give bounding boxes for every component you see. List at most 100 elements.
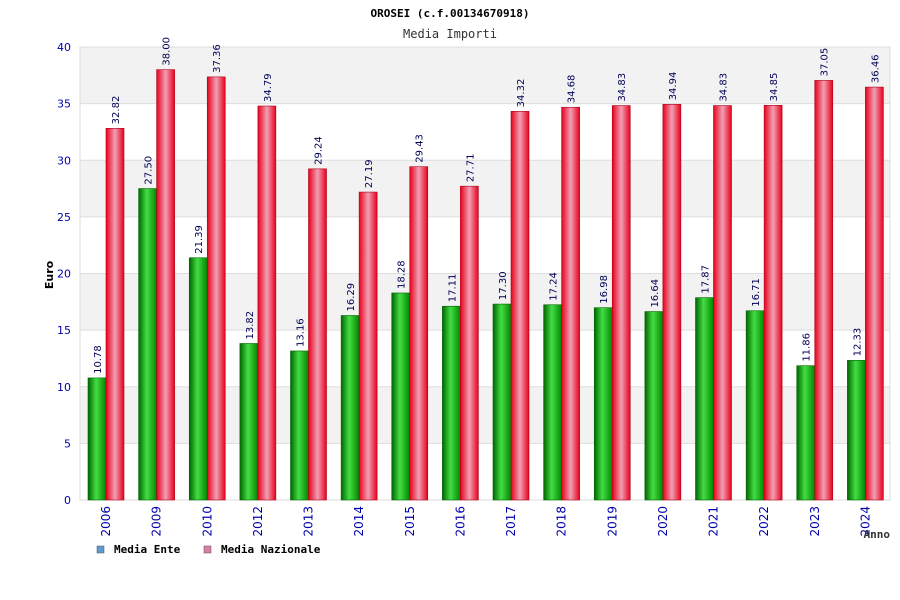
value-label: 16.98	[599, 275, 610, 304]
bar-media-nazionale-2022	[763, 105, 783, 501]
y-axis-label: Euro	[43, 260, 56, 289]
x-tick-label: 2021	[707, 506, 721, 537]
value-label: 12.33	[852, 328, 863, 357]
value-label: 27.71	[465, 154, 476, 183]
bar-media-ente-2016	[442, 305, 461, 501]
bar-media-ente-2022	[745, 310, 765, 501]
value-label: 36.46	[870, 54, 881, 83]
legend: Media Ente Media Nazionale	[96, 543, 321, 556]
x-tick-label: 2014	[352, 506, 366, 537]
x-tick-label: 2017	[504, 506, 518, 537]
bar-media-nazionale-2023	[814, 80, 834, 501]
value-label: 16.29	[346, 283, 357, 312]
x-tick-label: 2015	[403, 506, 417, 537]
x-tick-label: 2012	[251, 506, 265, 537]
value-labels: 10.78 32.82 27.50 38.00 21.39 37.36 13.82 34.79…	[93, 37, 881, 374]
value-label: 27.19	[364, 159, 375, 188]
x-tick-label: 2016	[453, 506, 467, 537]
value-label: 34.32	[516, 79, 527, 108]
x-tick-label: 2006	[99, 506, 113, 537]
legend-swatch-media-nazionale	[203, 545, 212, 554]
legend-swatch-media-ente	[96, 545, 105, 554]
bar-media-ente-2009	[138, 188, 157, 501]
y-tick-label: 15	[57, 324, 71, 337]
bar-media-ente-2006	[87, 377, 107, 501]
value-label: 17.11	[447, 274, 458, 303]
value-label: 10.78	[93, 345, 104, 374]
bar-media-nazionale-2021	[713, 105, 732, 501]
legend-label-media-ente: Media Ente	[114, 543, 181, 556]
bar-media-nazionale-2014	[358, 191, 378, 501]
bar-media-nazionale-2012	[257, 105, 277, 501]
y-tick-label: 5	[64, 437, 71, 450]
y-tick-label: 25	[57, 211, 71, 224]
value-label: 34.83	[617, 73, 628, 102]
value-label: 13.16	[296, 318, 307, 347]
bar-media-nazionale-2009	[156, 69, 175, 501]
x-tick-label: 2019	[605, 506, 619, 537]
value-label: 17.30	[498, 271, 509, 300]
x-axis-ticks: 2006 2009 2010 2012 2013 2014 2015 2016 2017 2018…	[99, 506, 872, 537]
value-label: 37.05	[820, 48, 831, 77]
value-label: 34.68	[567, 75, 578, 104]
value-label: 32.82	[111, 96, 122, 125]
value-label: 16.71	[751, 278, 762, 307]
x-tick-label: 2018	[555, 506, 569, 537]
x-tick-label: 2013	[302, 506, 316, 537]
bar-media-ente-2024	[847, 360, 866, 501]
bar-media-ente-2010	[188, 257, 208, 501]
bar-media-nazionale-2024	[865, 86, 884, 501]
value-label: 37.36	[212, 44, 223, 73]
bar-media-ente-2015	[391, 292, 411, 501]
bars	[87, 69, 884, 501]
y-tick-label: 35	[57, 98, 71, 111]
value-label: 29.43	[415, 134, 426, 163]
x-tick-label: 2023	[808, 506, 822, 537]
value-label: 21.39	[194, 225, 205, 254]
bar-media-ente-2013	[290, 350, 309, 501]
bar-media-ente-2019	[593, 307, 613, 501]
value-label: 29.24	[314, 136, 325, 165]
chart-subtitle: Media Importi	[403, 27, 497, 41]
y-tick-label: 20	[57, 268, 71, 281]
value-label: 34.83	[719, 73, 730, 102]
bar-media-nazionale-2006	[105, 128, 125, 501]
value-label: 17.87	[701, 265, 712, 294]
y-tick-label: 40	[57, 41, 71, 54]
bar-media-ente-2017	[492, 303, 512, 501]
bar-media-nazionale-2019	[611, 105, 631, 501]
x-axis-label: Anno	[864, 528, 891, 541]
bar-media-nazionale-2016	[460, 185, 479, 501]
value-label: 38.00	[162, 37, 173, 66]
bar-media-nazionale-2015	[409, 166, 429, 501]
bar-media-nazionale-2018	[561, 106, 580, 501]
value-label: 27.50	[144, 156, 155, 185]
x-tick-label: 2009	[150, 506, 164, 537]
y-tick-label: 0	[64, 494, 71, 507]
y-tick-label: 10	[57, 381, 71, 394]
value-label: 18.28	[397, 260, 408, 289]
bar-media-ente-2023	[796, 365, 816, 501]
value-label: 34.79	[263, 73, 274, 102]
bar-media-ente-2020	[644, 311, 664, 501]
value-label: 16.64	[650, 279, 661, 308]
value-label: 34.85	[769, 73, 780, 102]
bar-media-nazionale-2013	[308, 168, 327, 501]
value-label: 13.82	[245, 311, 256, 340]
bar-media-ente-2014	[340, 315, 360, 501]
x-tick-label: 2020	[656, 506, 670, 537]
bar-media-nazionale-2020	[662, 104, 682, 501]
bar-media-ente-2012	[239, 343, 259, 501]
y-axis-ticks: 0 5 10 15 20 25 30 35 40	[57, 41, 71, 507]
x-tick-label: 2010	[200, 506, 214, 537]
chart-title: OROSEI (c.f.00134670918)	[371, 7, 530, 20]
value-label: 34.94	[668, 72, 679, 101]
bar-media-nazionale-2010	[206, 76, 226, 501]
x-tick-label: 2022	[757, 506, 771, 537]
bar-media-nazionale-2017	[510, 111, 530, 501]
value-label: 11.86	[802, 333, 813, 362]
bar-media-ente-2018	[543, 304, 562, 501]
value-label: 17.24	[549, 272, 560, 301]
x-tick-label: 2024	[858, 506, 872, 537]
